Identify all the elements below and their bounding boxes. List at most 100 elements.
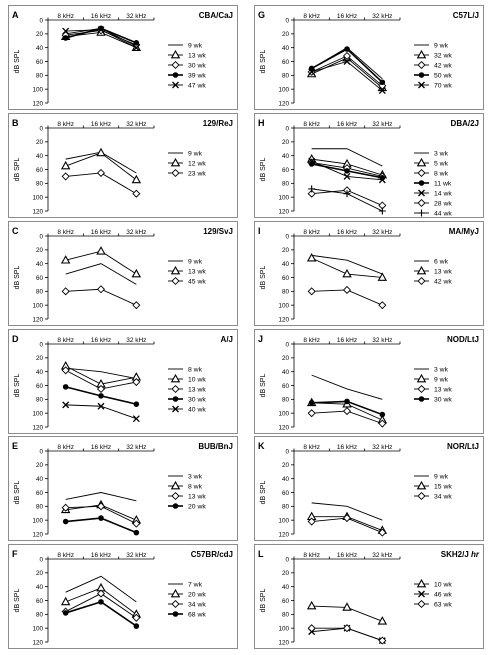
legend-marker [418, 81, 425, 89]
legend-label: 15 wk [434, 483, 452, 490]
legend-label: 70 wk [434, 82, 452, 89]
x-category-label: 16 kHz [337, 229, 357, 236]
data-point [379, 411, 386, 418]
legend-marker [417, 491, 426, 501]
panel-c: C 129/SvJ 8 kHz 16 kHz 32 kHz 0 20 40 60 80 100 120… [8, 221, 238, 326]
panel-j: J NOD/LtJ 8 kHz 16 kHz 32 kHz 0 20 40 60 80 100 120… [254, 329, 484, 434]
y-tick-label: 60 [36, 490, 44, 497]
y-axis-title: dB SPL [14, 589, 21, 613]
y-tick-label: 80 [36, 504, 44, 511]
panel-frame [8, 5, 238, 110]
data-point [96, 147, 106, 157]
legend-label: 13 wk [188, 386, 206, 393]
y-tick-label: 100 [278, 410, 289, 417]
legend-label: 34 wk [434, 493, 452, 500]
data-point [307, 409, 316, 418]
x-category-label: 8 kHz [57, 552, 74, 559]
data-point [378, 207, 386, 215]
y-tick-label: 120 [32, 424, 43, 431]
data-point [308, 399, 315, 406]
data-point [60, 596, 71, 606]
legend-marker [170, 480, 181, 490]
legend-label: 10 wk [434, 581, 452, 588]
x-category-label: 16 kHz [91, 13, 111, 20]
y-tick-label: 80 [36, 289, 44, 296]
x-category-label: 16 kHz [91, 337, 111, 344]
x-category-label: 32 kHz [126, 229, 146, 236]
data-point [62, 35, 69, 41]
data-point [307, 287, 316, 296]
y-tick-label: 40 [36, 45, 44, 52]
series-line [311, 148, 383, 167]
legend-label: 14 wk [434, 190, 452, 197]
legend-marker [172, 396, 179, 402]
data-point [133, 40, 140, 46]
y-tick-label: 120 [32, 316, 43, 323]
y-tick-label: 0 [285, 233, 289, 240]
legend-marker [170, 49, 181, 59]
panel-k: K NOR/LtJ 8 kHz 16 kHz 32 kHz 0 20 40 60 80 100 120… [254, 436, 484, 541]
y-tick-label: 20 [282, 570, 290, 577]
legend-marker [172, 503, 179, 509]
data-point [342, 268, 352, 278]
legend-label: 42 wk [434, 278, 452, 285]
x-category-label: 16 kHz [337, 121, 357, 128]
legend-marker [170, 373, 181, 383]
data-point [133, 529, 140, 536]
y-axis-title: dB SPL [260, 481, 267, 505]
legend: 9 wk 13 wk 45 wk [168, 258, 206, 285]
legend: 10 wk 46 wk 63 wk [414, 578, 452, 608]
y-tick-label: 80 [36, 612, 44, 619]
y-tick-label: 0 [39, 341, 43, 348]
y-tick-label: 100 [278, 194, 289, 201]
y-tick-label: 20 [282, 462, 290, 469]
data-point [132, 301, 141, 310]
data-point [343, 190, 351, 198]
legend: 9 wk 12 wk 23 wk [168, 150, 206, 177]
data-point [96, 502, 106, 511]
legend: 9 wk 32 wk 42 wk 50 wk 70 wk [414, 42, 452, 89]
y-tick-label: 20 [282, 355, 290, 362]
legend: 3 wk 5 wk 8 wk 11 wk 14 wk 28 wk 44 wk [414, 150, 452, 217]
legend-label: 13 wk [434, 386, 452, 393]
legend-label: 5 wk [434, 160, 449, 167]
x-category-label: 8 kHz [303, 337, 320, 344]
panel-title: CBA/CaJ [199, 11, 233, 20]
data-point [62, 518, 69, 525]
data-point [344, 168, 350, 174]
y-tick-label: 0 [39, 125, 43, 132]
legend-marker [417, 276, 426, 286]
legend-label: 63 wk [434, 601, 452, 608]
y-axis-title: dB SPL [260, 266, 267, 290]
panel-frame [254, 221, 484, 326]
legend-marker [172, 81, 179, 89]
y-tick-label: 40 [282, 476, 290, 483]
y-tick-label: 100 [32, 410, 43, 417]
data-point [308, 185, 316, 193]
series-line [311, 374, 383, 400]
y-tick-label: 100 [278, 302, 289, 309]
data-point [96, 246, 106, 255]
data-point [342, 407, 352, 416]
legend-marker [416, 373, 427, 383]
data-point [132, 189, 141, 198]
legend-marker [171, 276, 180, 286]
y-tick-label: 0 [39, 556, 43, 563]
data-point [62, 384, 69, 390]
legend-label: 40 wk [188, 406, 206, 413]
legend-label: 46 wk [434, 591, 452, 598]
y-tick-label: 20 [36, 355, 44, 362]
panel-b: B 129/ReJ 8 kHz 16 kHz 32 kHz 0 20 40 60 80 100 120… [8, 113, 238, 218]
x-category-label: 8 kHz [57, 13, 74, 20]
x-category-label: 16 kHz [337, 444, 357, 451]
legend-marker [170, 265, 181, 275]
y-tick-label: 40 [36, 261, 44, 268]
x-category-label: 16 kHz [91, 444, 111, 451]
y-tick-label: 80 [36, 181, 44, 188]
legend-label: 20 wk [188, 591, 206, 598]
legend-marker [417, 384, 426, 394]
y-axis-title: dB SPL [14, 158, 21, 182]
panel-title: C57BR/cdJ [191, 550, 233, 559]
x-category-label: 16 kHz [337, 552, 357, 559]
